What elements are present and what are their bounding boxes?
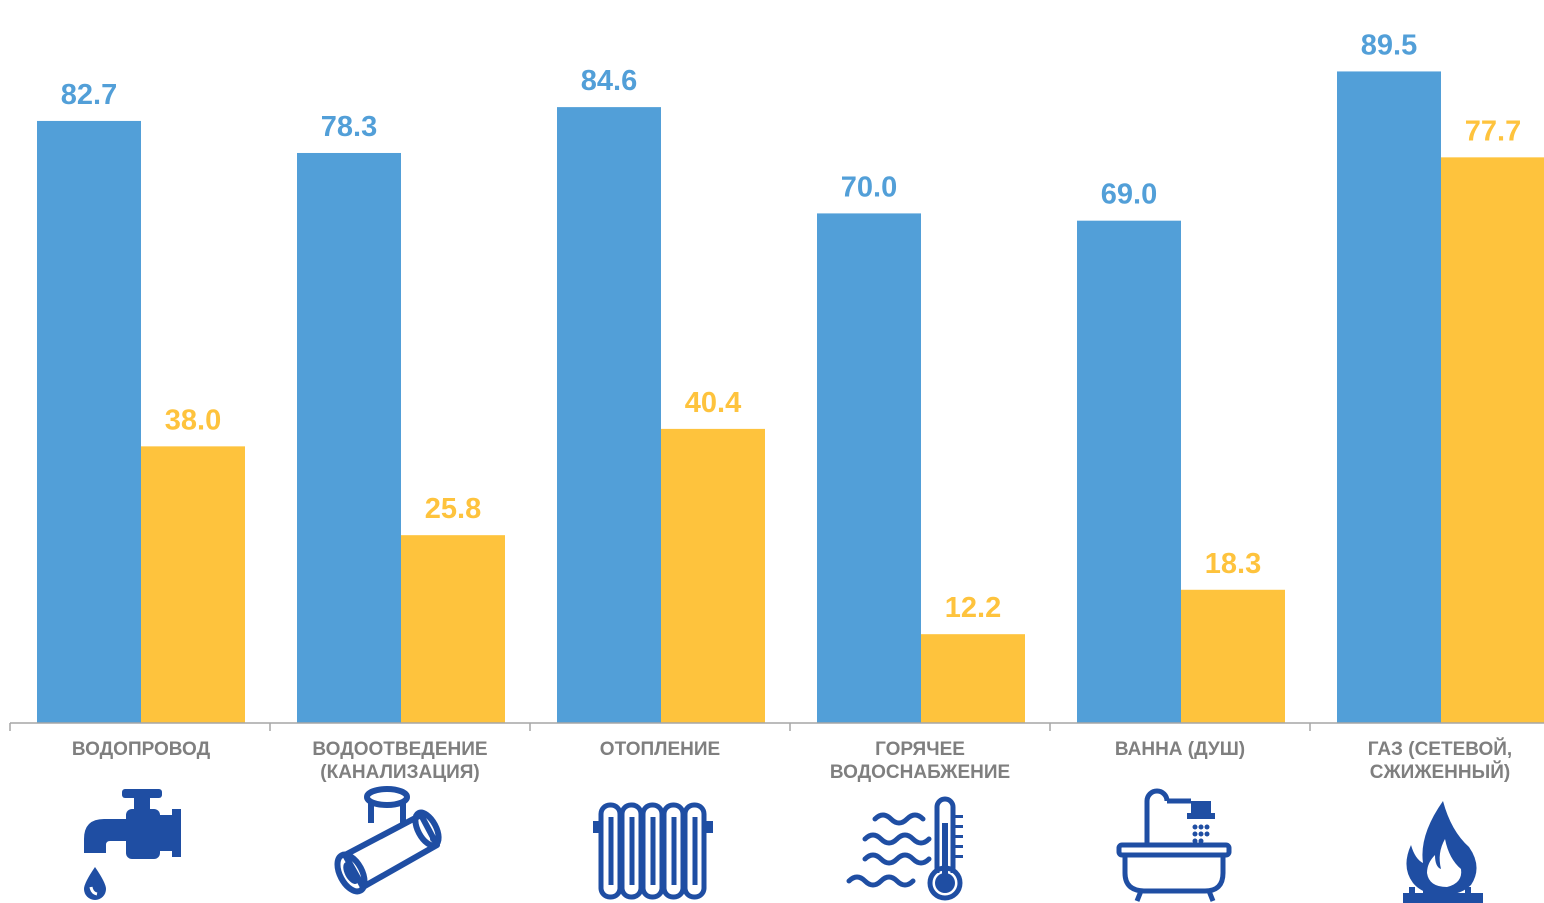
category-label: ГАЗ (СЕТЕВОЙ, СЖИЖЕННЫЙ) (1367, 739, 1513, 783)
bar-series-2 (921, 634, 1025, 723)
category-label: ВАННА (ДУШ) (1114, 739, 1246, 760)
data-label: 78.3 (321, 111, 377, 143)
gas-flame-icon (1403, 801, 1483, 903)
pipe-fitting-icon (334, 786, 442, 895)
bar-series-2 (401, 535, 505, 723)
bar-series-1 (817, 213, 921, 723)
data-label: 38.0 (165, 404, 221, 436)
category-label: ВОДОПРОВОД (71, 739, 211, 760)
data-label: 89.5 (1361, 29, 1417, 61)
bathtub-shower-icon (1116, 788, 1232, 902)
data-label: 25.8 (425, 493, 481, 525)
bar-series-1 (297, 152, 401, 723)
bar-series-1 (1337, 71, 1441, 723)
data-label: 84.6 (581, 65, 637, 97)
radiator-icon (593, 802, 713, 900)
data-label: 18.3 (1205, 548, 1261, 580)
data-label: 69.0 (1101, 179, 1157, 211)
bar-series-1 (37, 120, 141, 724)
bar-chart: 82.7 38.0 78.3 25.8 84.6 40.4 70.0 12.2 69.0 18.3… (9, 29, 1544, 731)
bar-series-1 (1077, 220, 1181, 723)
bar-series-2 (1441, 157, 1544, 723)
bar-series-2 (1181, 589, 1285, 723)
bar-series-2 (661, 428, 765, 723)
water-tap-icon (84, 789, 181, 900)
bar-series-2 (141, 446, 245, 723)
category-label: ВОДООТВЕДЕНИЕ (КАНАЛИЗАЦИЯ) (312, 739, 488, 783)
data-label: 40.4 (685, 387, 741, 419)
category-label: ОТОПЛЕНИЕ (599, 739, 721, 760)
data-label: 70.0 (841, 171, 897, 203)
data-label: 77.7 (1465, 115, 1521, 147)
data-label: 12.2 (945, 592, 1001, 624)
data-label: 82.7 (61, 79, 117, 111)
hot-water-icon (846, 796, 963, 901)
bar-series-1 (557, 107, 661, 723)
category-label: ГОРЯЧЕЕ ВОДОСНАБЖЕНИЕ (829, 739, 1011, 783)
